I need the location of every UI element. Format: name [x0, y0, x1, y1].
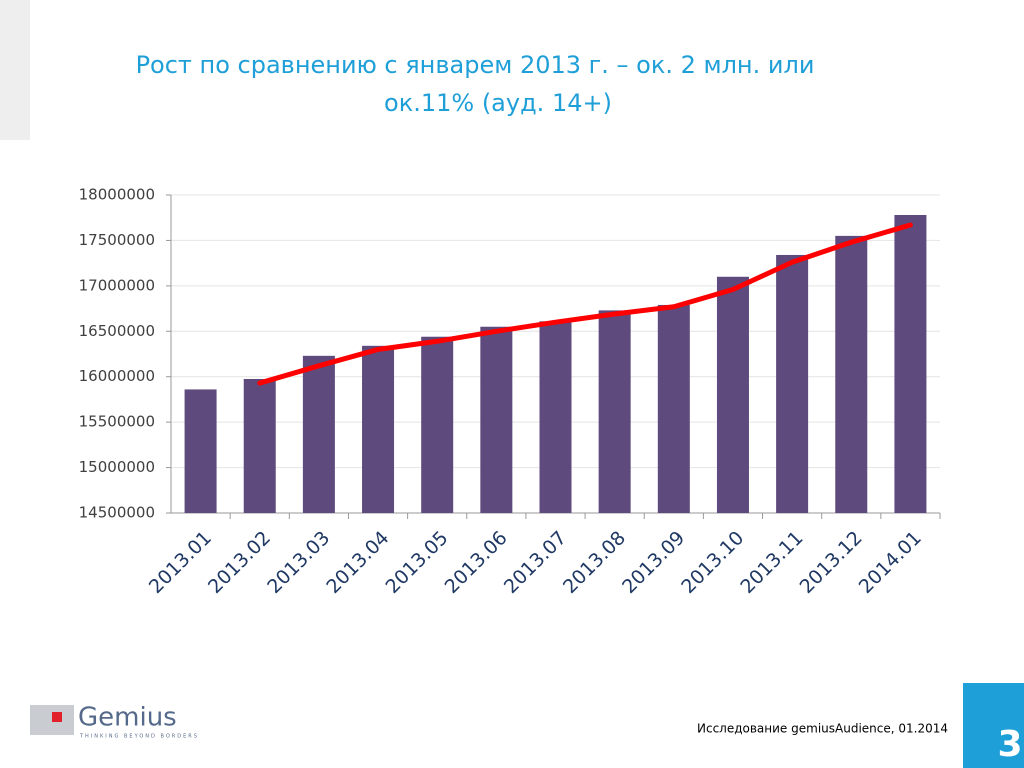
page-number: 3	[997, 724, 1022, 765]
bar	[243, 378, 276, 513]
x-tick-label: 2013.03	[263, 527, 334, 598]
bar	[894, 214, 927, 513]
x-tick-label: 2014.01	[855, 527, 926, 598]
y-tick-label: 17500000	[79, 231, 155, 249]
x-tick-label: 2013.11	[736, 527, 807, 598]
y-tick-label: 15000000	[79, 458, 155, 476]
y-tick-label: 16000000	[79, 367, 155, 385]
x-tick-label: 2013.04	[322, 527, 393, 598]
bar	[362, 345, 395, 513]
y-tick-label: 14500000	[79, 504, 155, 522]
bar	[421, 336, 454, 513]
x-tick-label: 2013.09	[618, 527, 689, 598]
bar	[776, 254, 809, 514]
logo: Gemius THINKING BEYOND BORDERS	[30, 703, 199, 740]
x-tick-label: 2013.07	[500, 527, 571, 598]
x-tick-label: 2013.02	[204, 527, 275, 598]
side-strip	[0, 0, 30, 140]
bar	[835, 235, 868, 513]
y-tick-label: 16500000	[79, 322, 155, 340]
bar	[598, 310, 631, 513]
y-tick-label: 18000000	[79, 186, 155, 204]
logo-text: Gemius	[78, 703, 177, 733]
page-badge	[963, 683, 1024, 768]
bar	[302, 355, 335, 513]
chart-title: ок.11% (ауд. 14+)	[384, 89, 612, 117]
y-tick-label: 15500000	[79, 413, 155, 431]
x-tick-label: 2013.12	[796, 527, 867, 598]
logo-icon-accent	[52, 712, 62, 722]
x-tick-label: 2013.05	[381, 527, 452, 598]
x-tick-label: 2013.10	[677, 527, 748, 598]
source-note: Исследование gemiusAudience, 01.2014	[697, 722, 948, 736]
x-tick-label: 2013.01	[145, 527, 216, 598]
bar	[716, 276, 749, 513]
bar	[539, 321, 572, 513]
logo-tagline: THINKING BEYOND BORDERS	[79, 734, 199, 740]
bar	[480, 326, 513, 513]
y-tick-label: 17000000	[79, 276, 155, 294]
x-tick-label: 2013.06	[441, 527, 512, 598]
trend-line	[257, 222, 913, 386]
bar	[657, 304, 690, 513]
chart-title: Рост по сравнению с январем 2013 г. – ок…	[136, 51, 815, 79]
x-tick-label: 2013.08	[559, 527, 630, 598]
bar	[184, 389, 217, 513]
